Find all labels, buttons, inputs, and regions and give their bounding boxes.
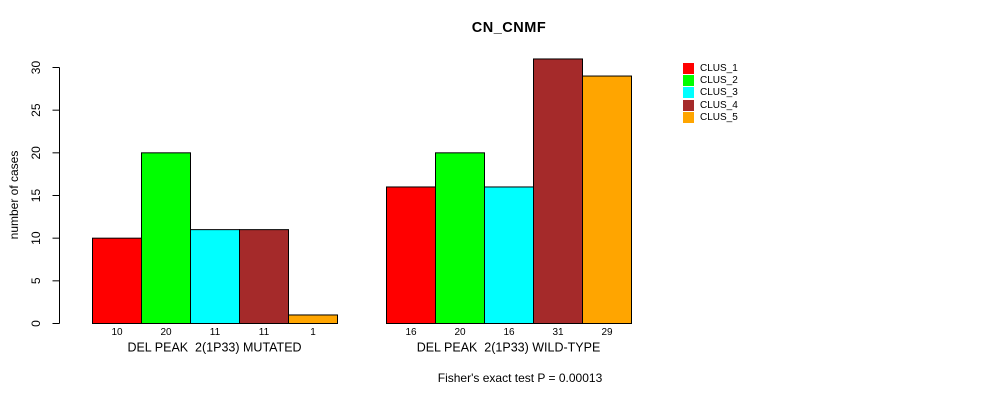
bar-clus_5-group2 bbox=[582, 75, 632, 324]
legend-item: CLUS_3 bbox=[683, 87, 738, 99]
legend-color-swatch bbox=[683, 74, 694, 86]
legend-item: CLUS_5 bbox=[683, 111, 738, 123]
bar-value-label: 10 bbox=[111, 327, 123, 338]
legend-item: CLUS_2 bbox=[683, 74, 738, 86]
bar-value-label: 31 bbox=[552, 327, 564, 338]
legend-color-swatch bbox=[683, 87, 694, 99]
group-label: DEL PEAK 2(1P33) WILD-TYPE bbox=[417, 341, 601, 355]
bar-value-label: 29 bbox=[601, 327, 613, 338]
legend-label: CLUS_3 bbox=[700, 87, 738, 99]
bar-value-label: 1 bbox=[310, 327, 316, 338]
bar-clus_2-group2 bbox=[435, 152, 485, 324]
y-axis-tick-label: 10 bbox=[29, 231, 43, 245]
legend: CLUS_1 CLUS_2 CLUS_3 CLUS_4 CLUS_5 bbox=[683, 62, 738, 123]
y-axis-tick-label: 20 bbox=[29, 146, 43, 160]
bar-value-label: 20 bbox=[160, 327, 172, 338]
bar-clus_1-group1 bbox=[92, 237, 142, 325]
bar-value-label: 16 bbox=[405, 327, 417, 338]
bar-value-label: 16 bbox=[503, 327, 515, 338]
legend-label: CLUS_4 bbox=[700, 99, 738, 111]
legend-item: CLUS_4 bbox=[683, 99, 738, 111]
bar-clus_3-group1 bbox=[190, 229, 240, 324]
bar-clus_4-group2 bbox=[533, 58, 583, 324]
bar-clus_4-group1 bbox=[239, 229, 289, 324]
bar-clus_3-group2 bbox=[484, 186, 534, 324]
chart-title: CN_CNMF bbox=[471, 20, 547, 36]
bar-clus_5-group1 bbox=[288, 314, 338, 325]
legend-label: CLUS_1 bbox=[700, 62, 738, 74]
y-axis-tick-label: 15 bbox=[29, 189, 43, 203]
y-axis-tick-label: 0 bbox=[29, 320, 43, 327]
fisher-test-note: Fisher's exact test P = 0.00013 bbox=[437, 371, 603, 385]
bar-clus_1-group2 bbox=[386, 186, 436, 324]
bar-value-label: 11 bbox=[259, 327, 270, 338]
legend-item: CLUS_1 bbox=[683, 62, 738, 74]
bar-clus_2-group1 bbox=[141, 152, 191, 324]
legend-label: CLUS_2 bbox=[700, 74, 738, 86]
bar-value-label: 20 bbox=[454, 327, 466, 338]
legend-color-swatch bbox=[683, 62, 694, 74]
y-axis-tick-label: 5 bbox=[29, 277, 43, 284]
legend-label: CLUS_5 bbox=[700, 111, 738, 123]
legend-color-swatch bbox=[683, 111, 694, 123]
y-axis-tick-label: 30 bbox=[29, 61, 43, 75]
group-label: DEL PEAK 2(1P33) MUTATED bbox=[127, 341, 301, 355]
legend-color-swatch bbox=[683, 99, 694, 111]
y-axis-tick-label: 25 bbox=[29, 103, 43, 117]
bar-value-label: 11 bbox=[210, 327, 221, 338]
